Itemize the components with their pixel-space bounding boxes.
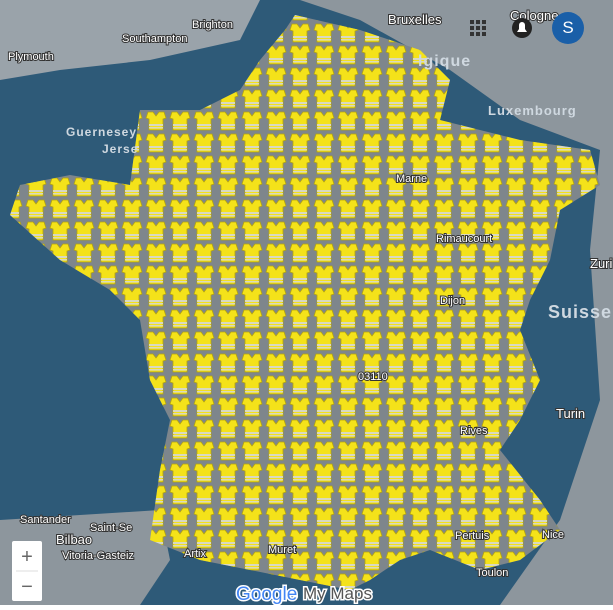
- place-label: Artix: [184, 548, 207, 560]
- neighbours: [300, 0, 613, 605]
- place-label: lgique: [418, 53, 471, 70]
- vest-markers[interactable]: [10, 15, 600, 590]
- place-label: Toulon: [476, 567, 508, 579]
- place-label: Pertuis: [455, 530, 490, 542]
- place-label: Southampton: [122, 33, 187, 45]
- notifications-icon[interactable]: [512, 18, 532, 38]
- place-label: Zuri: [590, 256, 613, 271]
- brand-logo: Google: [236, 584, 297, 605]
- zoom-in[interactable]: +: [21, 546, 33, 568]
- place-label: Bilbao: [56, 532, 92, 547]
- place-label: Jerse: [102, 142, 138, 156]
- place-label: Rives: [460, 425, 488, 437]
- place-label: Vitoria-Gasteiz: [62, 550, 134, 562]
- place-label: Marne: [396, 173, 427, 185]
- place-label: Muret: [268, 544, 296, 556]
- place-label: Santander: [20, 514, 71, 526]
- place-label: Guernesey: [66, 125, 137, 139]
- place-label: Rimaucourt: [436, 233, 492, 245]
- place-label: Nice: [542, 529, 564, 541]
- place-label: Saint-Se: [90, 522, 132, 534]
- zoom-out[interactable]: −: [21, 576, 33, 598]
- spain: [0, 510, 170, 605]
- place-label: 03110: [358, 371, 388, 383]
- england: [0, 0, 260, 80]
- place-label: Bruxelles: [388, 12, 442, 27]
- account-initial: S: [562, 18, 573, 37]
- place-label: Brighton: [192, 19, 233, 31]
- account-avatar[interactable]: [552, 12, 584, 44]
- product-name: My Maps: [303, 584, 372, 603]
- place-label: Suisse: [548, 302, 612, 322]
- place-label: Plymouth: [8, 51, 54, 63]
- place-label: Dijon: [440, 295, 465, 307]
- apps-icon[interactable]: [470, 20, 486, 36]
- place-label: Luxembourg: [488, 103, 577, 118]
- place-label: Turin: [556, 406, 585, 421]
